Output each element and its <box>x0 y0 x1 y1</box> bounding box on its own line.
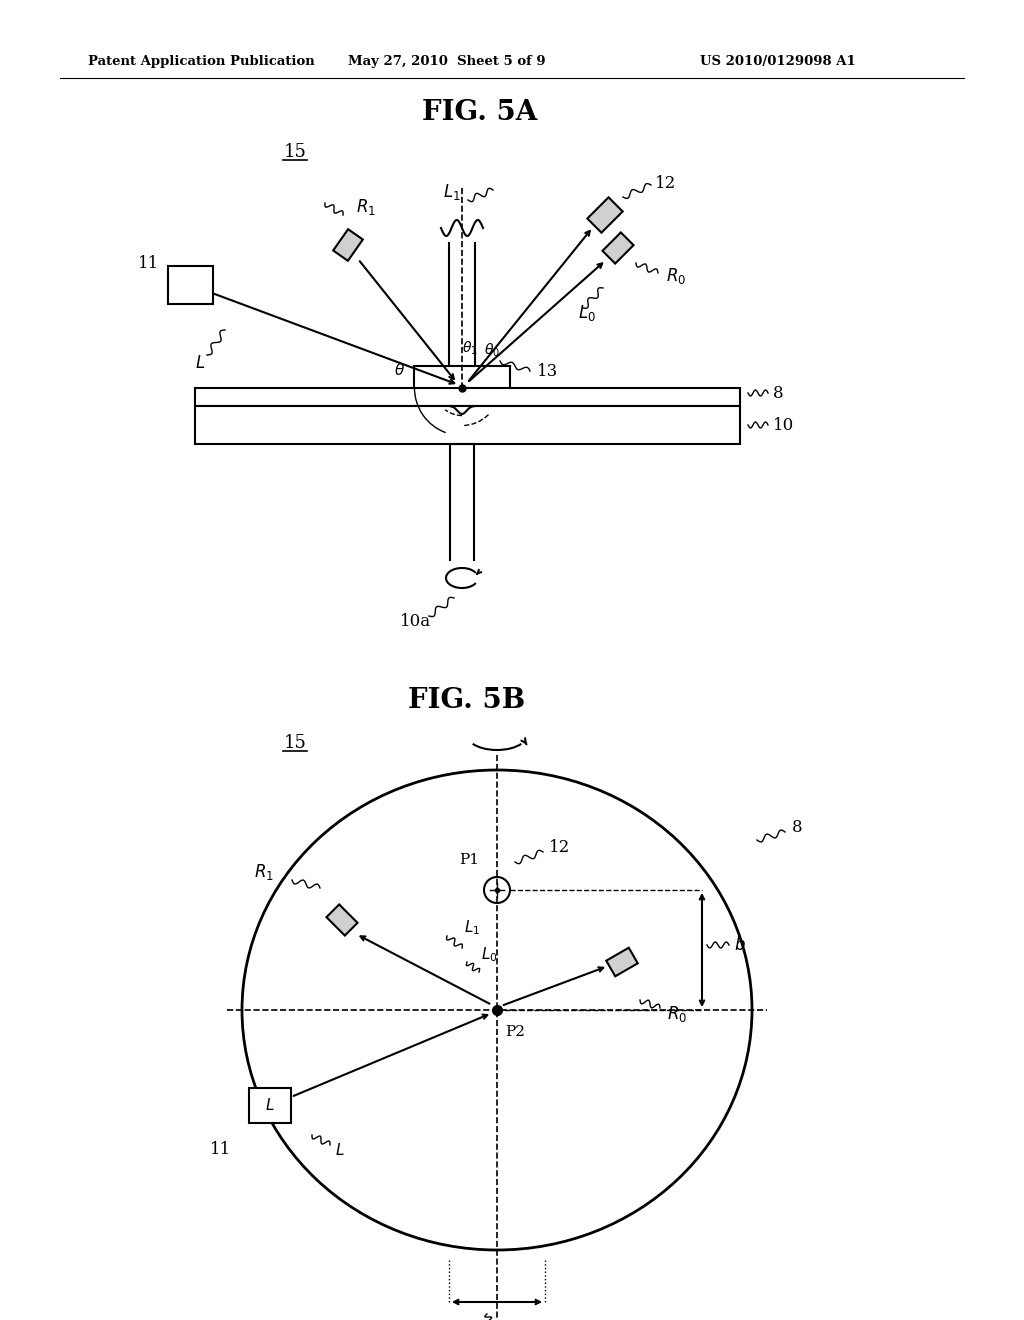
Text: May 27, 2010  Sheet 5 of 9: May 27, 2010 Sheet 5 of 9 <box>348 55 546 69</box>
Text: $\theta$: $\theta$ <box>394 362 406 378</box>
Text: $L$: $L$ <box>335 1142 345 1158</box>
Text: $b$: $b$ <box>734 936 745 954</box>
Text: $L_0$: $L_0$ <box>578 304 596 323</box>
Text: 11: 11 <box>210 1142 231 1159</box>
Bar <box>195 388 740 407</box>
Text: $L$: $L$ <box>195 355 205 371</box>
Text: 13: 13 <box>537 363 558 380</box>
Bar <box>168 267 213 304</box>
Text: 10a: 10a <box>400 614 431 631</box>
Ellipse shape <box>242 770 752 1250</box>
Text: $R_1$: $R_1$ <box>356 197 376 216</box>
Bar <box>195 407 740 444</box>
Text: 15: 15 <box>284 143 306 161</box>
Text: $L_1$: $L_1$ <box>443 182 461 202</box>
Polygon shape <box>606 948 638 977</box>
Polygon shape <box>588 197 623 232</box>
Text: 15: 15 <box>284 734 306 752</box>
Text: $R_1$: $R_1$ <box>254 862 274 882</box>
Text: $L_0$: $L_0$ <box>480 945 498 965</box>
Polygon shape <box>333 230 362 261</box>
Text: 8: 8 <box>773 384 783 401</box>
Text: $R_0$: $R_0$ <box>667 1005 687 1024</box>
Text: 11: 11 <box>138 255 160 272</box>
Text: 10: 10 <box>773 417 795 433</box>
Text: $R_0$: $R_0$ <box>666 267 686 286</box>
Text: $L$: $L$ <box>265 1097 274 1113</box>
Bar <box>249 1088 291 1122</box>
Text: 8: 8 <box>792 820 803 837</box>
Text: $L_1$: $L_1$ <box>464 919 480 937</box>
Text: Patent Application Publication: Patent Application Publication <box>88 55 314 69</box>
Text: P1: P1 <box>459 853 479 867</box>
Text: $\theta_1$: $\theta_1$ <box>462 339 478 356</box>
Text: P2: P2 <box>505 1026 525 1039</box>
Text: US 2010/0129098 A1: US 2010/0129098 A1 <box>700 55 856 69</box>
Polygon shape <box>327 904 357 936</box>
Circle shape <box>484 876 510 903</box>
Text: 12: 12 <box>655 174 676 191</box>
Text: FIG. 5B: FIG. 5B <box>409 686 525 714</box>
Text: FIG. 5A: FIG. 5A <box>422 99 538 125</box>
Text: 12: 12 <box>549 840 570 857</box>
Polygon shape <box>602 232 634 264</box>
Text: $\theta_0$: $\theta_0$ <box>484 342 500 359</box>
